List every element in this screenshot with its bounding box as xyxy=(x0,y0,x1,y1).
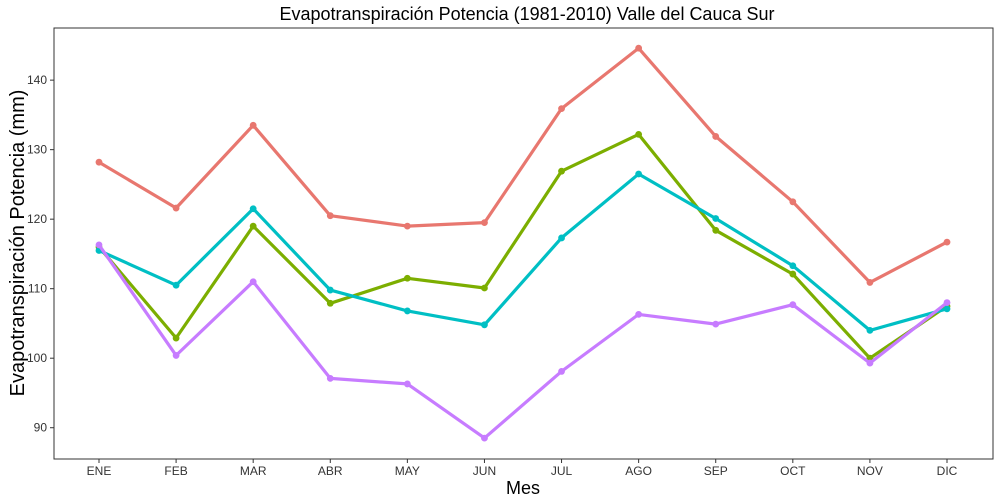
y-tick-label: 120 xyxy=(27,212,47,226)
data-point xyxy=(866,326,874,334)
data-point xyxy=(558,105,565,113)
x-tick-label: OCT xyxy=(780,464,806,478)
data-point xyxy=(789,198,797,206)
data-point xyxy=(635,311,643,318)
y-tick-label: 140 xyxy=(27,73,47,87)
data-point xyxy=(249,222,257,230)
data-point xyxy=(712,226,720,234)
x-tick-label: JUN xyxy=(473,464,496,478)
data-point xyxy=(481,434,488,442)
data-point xyxy=(95,241,103,249)
y-tick-label: 90 xyxy=(34,421,48,435)
data-point xyxy=(249,278,257,286)
x-tick-label: AGO xyxy=(625,464,652,478)
series-line-1 xyxy=(97,46,949,284)
data-point xyxy=(558,167,565,175)
data-point xyxy=(481,219,488,227)
data-point xyxy=(172,352,180,359)
data-point xyxy=(943,305,951,313)
data-point xyxy=(635,170,643,178)
chart-title: Evapotranspiración Potencia (1981-2010) … xyxy=(280,4,775,24)
y-tick-label: 110 xyxy=(28,282,47,296)
data-point xyxy=(866,359,874,367)
plot-panel xyxy=(53,27,994,460)
y-tick-label: 100 xyxy=(27,351,47,365)
data-point xyxy=(635,44,643,52)
x-axis: ENE FEB MAR ABR MAY JUN JUL AGO SEP OCT NOV DIC xyxy=(87,459,958,478)
x-tick-label: SEP xyxy=(704,464,728,478)
data-point xyxy=(172,204,180,212)
data-point xyxy=(249,121,257,129)
data-point xyxy=(712,215,720,222)
x-tick-label: JUL xyxy=(551,464,573,478)
data-point xyxy=(712,133,720,140)
data-point xyxy=(95,158,103,166)
y-axis-title: Evapotranspiración Potencia (mm) xyxy=(7,90,29,397)
y-axis: 90 100 110 120 130 140 xyxy=(27,73,54,435)
x-tick-label: ABR xyxy=(318,464,343,478)
data-point xyxy=(558,234,565,242)
data-point xyxy=(943,299,951,306)
data-point xyxy=(403,380,411,388)
x-tick-label: ENE xyxy=(87,464,112,478)
series-group xyxy=(95,44,951,442)
data-point xyxy=(172,334,180,342)
data-point xyxy=(249,205,257,213)
data-point xyxy=(403,307,411,315)
x-tick-label: FEB xyxy=(164,464,187,478)
data-point xyxy=(481,284,488,292)
x-tick-label: DIC xyxy=(937,464,958,478)
data-point xyxy=(326,212,334,220)
y-tick-label: 130 xyxy=(27,143,47,157)
data-point xyxy=(789,262,797,270)
data-point xyxy=(635,130,643,138)
data-point xyxy=(172,281,180,289)
data-point xyxy=(403,222,411,230)
x-tick-label: MAY xyxy=(395,464,420,478)
x-axis-title: Mes xyxy=(506,478,540,498)
x-tick-label: MAR xyxy=(240,464,267,478)
data-point xyxy=(943,238,951,246)
data-point xyxy=(403,274,411,282)
data-point xyxy=(789,270,797,278)
data-point xyxy=(789,301,797,309)
x-tick-label: NOV xyxy=(857,464,883,478)
data-point xyxy=(712,320,720,328)
series-line-3 xyxy=(97,172,949,332)
data-point xyxy=(326,374,334,382)
data-point xyxy=(326,299,334,307)
series-line-2 xyxy=(97,132,949,360)
data-point xyxy=(481,321,488,329)
series-line-4 xyxy=(97,243,949,440)
data-point xyxy=(326,286,334,294)
data-point xyxy=(558,368,565,375)
data-point xyxy=(866,279,874,286)
